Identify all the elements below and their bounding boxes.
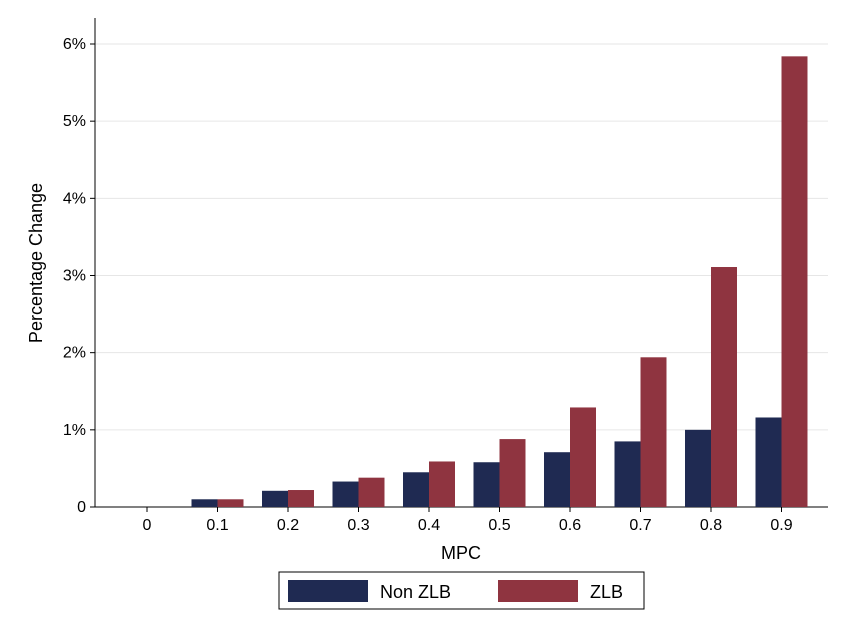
bar-non-zlb-0.1 (191, 499, 218, 507)
x-tick-label: 0.1 (206, 517, 228, 534)
x-tick-label: 0.8 (700, 517, 722, 534)
bar-non-zlb-0.9 (755, 417, 782, 507)
x-tick-label: 0.6 (559, 517, 581, 534)
x-tick-label: 0.5 (488, 517, 510, 534)
bar-zlb-0.7 (640, 357, 667, 507)
y-tick-label: 3% (63, 268, 86, 285)
legend-label-zlb: ZLB (590, 582, 623, 602)
y-tick-label: 4% (63, 190, 86, 207)
bar-non-zlb-0.5 (473, 462, 500, 507)
x-tick-label: 0.9 (770, 517, 792, 534)
y-tick-label: 0 (77, 499, 86, 516)
y-tick-labels: 0 1% 2% 3% 4% 5% 6% (63, 36, 86, 516)
bar-zlb-0.4 (429, 461, 455, 507)
legend: Non ZLB ZLB (278, 571, 645, 610)
x-tick-label: 0.3 (347, 517, 369, 534)
bar-non-zlb-0.6 (544, 452, 570, 507)
legend-swatch-non-zlb (288, 580, 368, 602)
bar-zlb-0.2 (288, 490, 314, 507)
x-tick-label: 0 (143, 517, 152, 534)
x-tick-label: 0.2 (277, 517, 299, 534)
bar-non-zlb-0.7 (614, 441, 641, 507)
bar-zlb-0.3 (358, 477, 385, 507)
x-tick-label: 0.7 (629, 517, 651, 534)
y-axis-title: Percentage Change (26, 183, 46, 343)
legend-swatch-zlb (498, 580, 578, 602)
y-tick-label: 5% (63, 113, 86, 130)
bar-non-zlb-0.2 (262, 490, 288, 507)
bar-non-zlb-0.3 (332, 481, 359, 507)
x-tick-label: 0.4 (418, 517, 440, 534)
bar-non-zlb-0.8 (685, 429, 711, 507)
y-tick-label: 6% (63, 36, 86, 53)
bars (191, 56, 808, 507)
bar-zlb-0.8 (711, 267, 737, 507)
bar-zlb-0.6 (570, 407, 596, 507)
legend-label-non-zlb: Non ZLB (380, 582, 451, 602)
y-tick-label: 2% (63, 345, 86, 362)
x-axis-title: MPC (441, 543, 481, 563)
bar-non-zlb-0.4 (403, 472, 429, 507)
y-tick-label: 1% (63, 422, 86, 439)
bar-zlb-0.5 (499, 439, 526, 507)
bar-zlb-0.1 (217, 499, 244, 507)
bar-zlb-0.9 (781, 56, 808, 507)
x-tick-labels: 0 0.1 0.2 0.3 0.4 0.5 0.6 0.7 0.8 0.9 (143, 517, 793, 534)
gridlines (95, 43, 828, 431)
y-axis (90, 18, 96, 508)
